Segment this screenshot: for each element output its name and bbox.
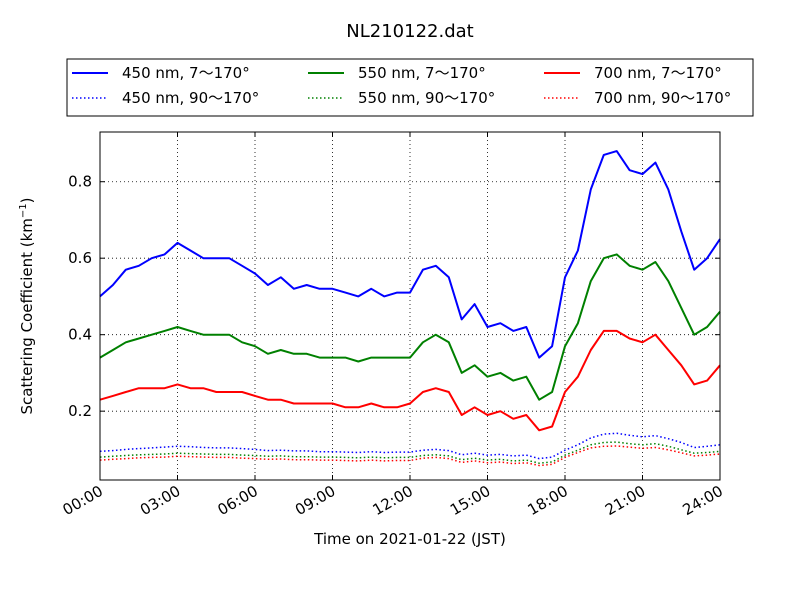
series-line [99,329,721,432]
y-axis: 0.2 0.4 0.6 0.8 [68,173,720,420]
y-tick-label: 0.8 [68,173,92,191]
chart-title: NL210122.dat [346,21,473,42]
legend-box [66,58,754,117]
legend: 450 nm, 7～170° 550 nm, 7～170° 700 nm, 7～17… [66,58,754,117]
legend-label: 550 nm, 7～170° [358,64,486,82]
series-line [99,253,721,401]
legend-label: 550 nm, 90～170° [358,89,495,107]
legend-label: 700 nm, 90～170° [594,89,731,107]
y-axis-label: Scattering Coefficient (km−1) [18,197,36,414]
series-line [99,432,721,460]
grid [100,132,720,480]
y-tick-label: 0.2 [68,402,92,420]
legend-label: 450 nm, 90～170° [122,89,259,107]
y-axis-label-main: Scattering Coefficient (km [18,218,36,414]
y-tick-label: 0.6 [68,249,92,267]
series-layer [99,150,721,467]
x-axis-label: Time on 2021-01-22 (JST) [313,530,506,548]
y-axis-label-close: ) [18,197,36,203]
y-axis-label-exponent: −1 [18,203,29,218]
legend-entries: 450 nm, 7～170° 550 nm, 7～170° 700 nm, 7～17… [72,64,731,107]
legend-label: 700 nm, 7～170° [594,64,722,82]
y-tick-label: 0.4 [68,326,92,344]
legend-label: 450 nm, 7～170° [122,64,250,82]
series-line [99,150,721,359]
